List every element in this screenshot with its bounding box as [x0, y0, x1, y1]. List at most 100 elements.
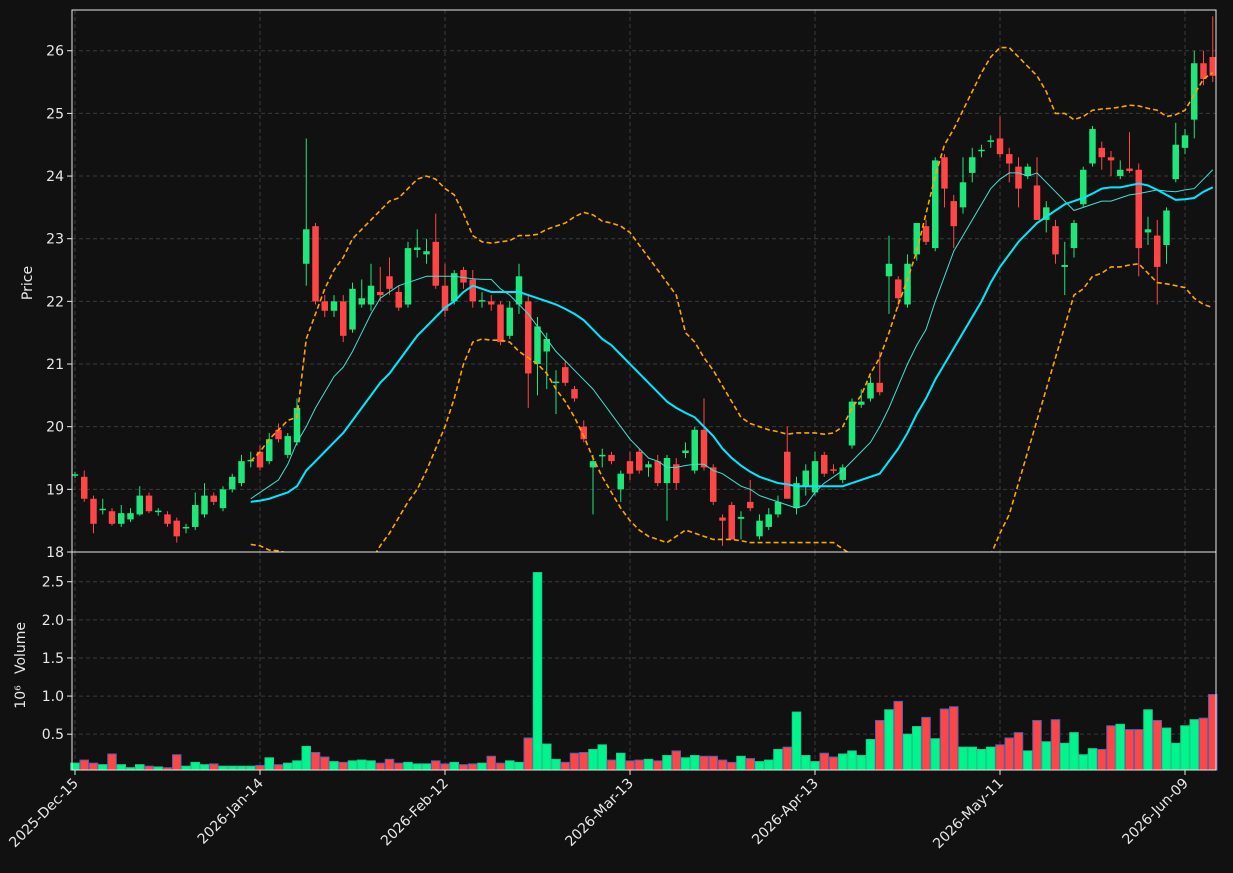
volume-bar [523, 737, 534, 771]
volume-bar [1115, 723, 1126, 771]
volume-bar [375, 762, 386, 771]
candle-body [210, 495, 217, 502]
candle-body [219, 489, 227, 509]
candle-body [608, 454, 615, 462]
volume-bar [1198, 717, 1209, 771]
candle-body [497, 304, 504, 343]
volume-bar [504, 760, 515, 771]
volume-frame [71, 551, 1217, 771]
price-tick-label: 19 [46, 482, 64, 498]
candle-body [1052, 226, 1059, 255]
volume-bar [449, 761, 460, 771]
candle-body [904, 263, 911, 305]
volume-bar [597, 744, 608, 771]
volume-bar [1106, 725, 1116, 771]
candle-body [876, 382, 883, 393]
candle-body [478, 300, 486, 302]
candle-body [1089, 129, 1096, 164]
volume-bar [227, 765, 238, 771]
candle-body [1200, 63, 1207, 79]
volume-bar [236, 765, 247, 771]
volume-bar [1096, 748, 1107, 771]
volume-bar [310, 751, 321, 771]
candle-body [645, 464, 652, 468]
volume-bar [939, 708, 950, 771]
volume-bar [366, 760, 376, 771]
candle-body [414, 247, 421, 250]
candle-body [1154, 235, 1161, 267]
bollinger-band [250, 46, 1214, 462]
candle-body [312, 226, 319, 302]
candle-body [99, 508, 106, 511]
volume-bar [1069, 732, 1079, 771]
volume-bar [88, 762, 99, 771]
candle-body [293, 407, 301, 443]
candle-body [488, 301, 495, 305]
volume-bar [726, 761, 737, 771]
candle-body [737, 516, 745, 519]
volume-bar [486, 755, 497, 771]
volume-bar [393, 762, 404, 771]
candle-body [441, 285, 449, 311]
candle-body [192, 505, 199, 527]
volume-bar [1087, 748, 1098, 771]
candle-body [266, 439, 273, 462]
moving-average [250, 169, 1214, 509]
candle-body [599, 454, 606, 457]
candle-body [506, 307, 513, 336]
volume-bar [218, 765, 228, 771]
volume-bar [319, 756, 330, 771]
volume-exponent: 10⁶ [13, 685, 29, 709]
candle-body [256, 451, 264, 468]
candle-body [552, 381, 560, 384]
volume-bar [911, 726, 922, 771]
candle-body [118, 513, 125, 524]
candle-body [811, 461, 819, 493]
candle-body [1117, 169, 1124, 177]
candle-body [959, 182, 967, 208]
candle-body [515, 276, 523, 305]
candle-body [1135, 169, 1142, 249]
candle-body [885, 263, 893, 277]
candle-body [756, 520, 763, 537]
candle-body [321, 301, 328, 311]
volume-bar [421, 763, 432, 771]
volume-axis-label: Volume [13, 622, 29, 674]
candle-body [941, 157, 948, 189]
volume-bar [708, 755, 719, 771]
volume-bar [1022, 750, 1033, 771]
candle-body [710, 467, 717, 502]
volume-bar [1050, 719, 1061, 771]
volume-bar [884, 709, 894, 771]
candle-body [182, 526, 190, 529]
volume-bar [736, 755, 746, 771]
volume-bar [1059, 742, 1070, 771]
volume-bar [578, 751, 589, 771]
volume-bar [1041, 741, 1052, 771]
candle-body [922, 226, 930, 242]
price-tick-label: 21 [46, 357, 64, 373]
volume-bar [625, 760, 635, 771]
volume-bar [171, 754, 182, 771]
volume-bar [273, 764, 284, 771]
candle-body [173, 520, 180, 537]
candle-body [562, 367, 569, 383]
candle-body [367, 285, 375, 305]
volume-bar [532, 572, 543, 771]
volume-bar [958, 746, 968, 771]
volume-bar [329, 761, 339, 771]
volume-bar [893, 700, 904, 771]
volume-bar [514, 761, 524, 771]
candle-body [617, 473, 624, 490]
candle-body [127, 513, 134, 520]
volume-bar [338, 761, 349, 771]
candle-body [848, 401, 856, 446]
candle-body [663, 458, 671, 484]
candle-body [969, 157, 976, 173]
volume-bar [384, 758, 395, 771]
volume-bar [541, 743, 552, 771]
candle-body [451, 273, 458, 302]
volume-bar [865, 739, 876, 771]
volume-bar [282, 762, 293, 771]
